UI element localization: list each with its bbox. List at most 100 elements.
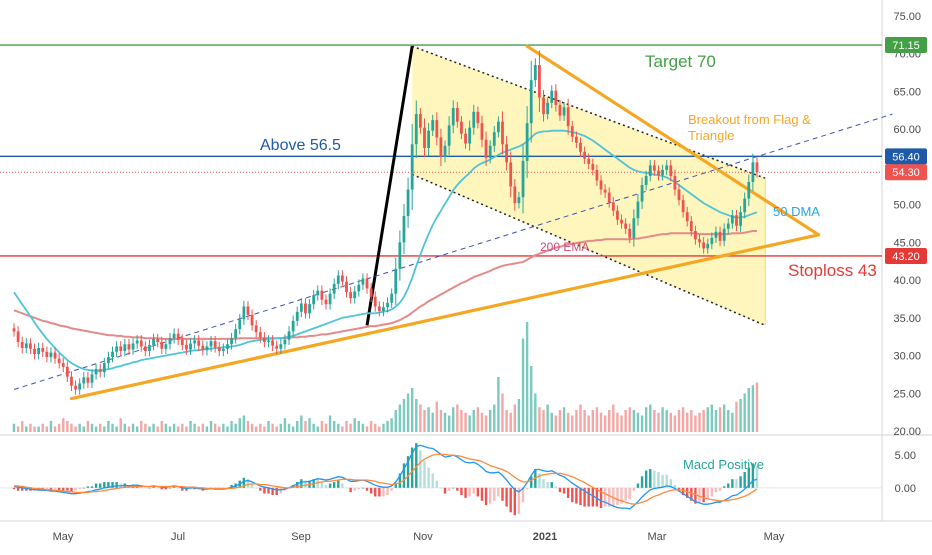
volume-bar [706,407,709,432]
volume-bar [94,426,98,432]
volume-bar [341,426,344,432]
macd-histogram-bar [714,487,718,493]
volume-bar [140,421,143,432]
macd-histogram-bar [410,447,414,488]
candle-body [525,123,529,161]
volume-bar [686,412,689,432]
flag-channel [411,45,766,327]
candle-body [661,169,664,176]
volume-bar [107,421,110,432]
macd-histogram-bar [160,487,163,490]
candle-body [652,165,656,171]
candle-body [160,341,164,349]
macd-histogram-bar [66,487,69,491]
volume-bar [201,423,205,432]
macd-histogram-bar [669,479,672,488]
candle-body [607,192,611,203]
candle-body [221,348,225,352]
macd-histogram-bar [493,487,496,501]
macd-histogram-bar [624,487,627,501]
volume-bar [275,426,278,432]
volume-bar [254,426,258,432]
macd-histogram-bar [94,483,98,488]
candle-body [743,198,747,213]
macd-histogram-bar [57,487,61,491]
candle-body [320,290,324,300]
volume-bar [406,393,410,432]
candle-body [546,102,550,115]
macd-histogram-bar [53,487,57,490]
volume-bar [747,388,750,432]
volume-bar [332,421,336,432]
macd-histogram-bar [70,487,73,493]
macd-histogram-bar [144,487,147,489]
candle-body [12,328,16,332]
volume-bars [12,322,759,432]
volume-bar [12,423,16,432]
candlesticks [12,50,759,395]
macd-histogram-bar [86,486,90,488]
macd-histogram-bar [374,487,377,497]
macd-histogram-bar [402,463,406,488]
macd-histogram-bar [378,487,381,497]
volume-bar [542,410,545,432]
candle-body [267,340,270,342]
volume-bar [718,407,722,432]
volume-bar [156,426,159,432]
candle-body [476,111,480,124]
macd-histogram-bar [591,487,595,507]
volume-bar [271,423,274,432]
candle-body [480,123,484,140]
candle-body [156,338,160,342]
candle-body [386,302,389,308]
annotation-breakout-from-flag: Breakout from Flag & [688,112,811,127]
candle-body [102,363,106,373]
candle-body [431,120,435,131]
volume-bar [447,415,451,432]
macd-histogram-bar [517,487,521,514]
macd-histogram-bar [361,487,365,489]
candle-body [312,295,316,305]
candle-body [213,341,217,348]
macd-histogram-bar [673,484,677,488]
macd-histogram-bar [181,487,184,491]
macd-histogram-bar [484,487,488,506]
macd-histogram-bar [328,483,332,488]
dma-50-line [13,129,758,372]
price-tag-box [885,37,927,54]
candle-body [521,160,525,198]
macd-histogram-bar [649,469,652,488]
candle-body [554,90,558,106]
macd-histogram-bar [345,487,348,489]
candle-body [730,215,734,224]
candle-body [583,151,586,159]
macd-histogram-bar [530,476,533,488]
candle-body [735,215,738,226]
macd-histogram-bar [99,483,102,488]
volume-bar [349,423,352,432]
volume-bar [620,415,623,432]
flag-fill [412,46,766,326]
candle-body [513,186,517,204]
candle-body [562,107,566,116]
volume-bar [308,418,311,432]
volume-bar [562,407,566,432]
price-tag-label: 54.30 [892,167,920,179]
candle-body [550,90,554,103]
volume-bar [135,426,139,432]
macd-histogram-bar [501,487,504,501]
volume-bar [419,404,422,432]
volume-bar [698,412,701,432]
macd-histogram-bar [735,479,738,488]
volume-bar [415,399,418,432]
candle-body [501,121,504,145]
volume-bar [591,410,595,432]
time-tick-label: Sep [291,531,311,543]
candle-body [644,175,648,186]
macd-histogram-bar [513,487,517,516]
macd-histogram-bar [456,487,459,491]
volume-bar [246,421,250,432]
macd-histogram-bar [587,487,590,507]
candle-body [316,290,320,296]
candle-body [328,293,332,305]
